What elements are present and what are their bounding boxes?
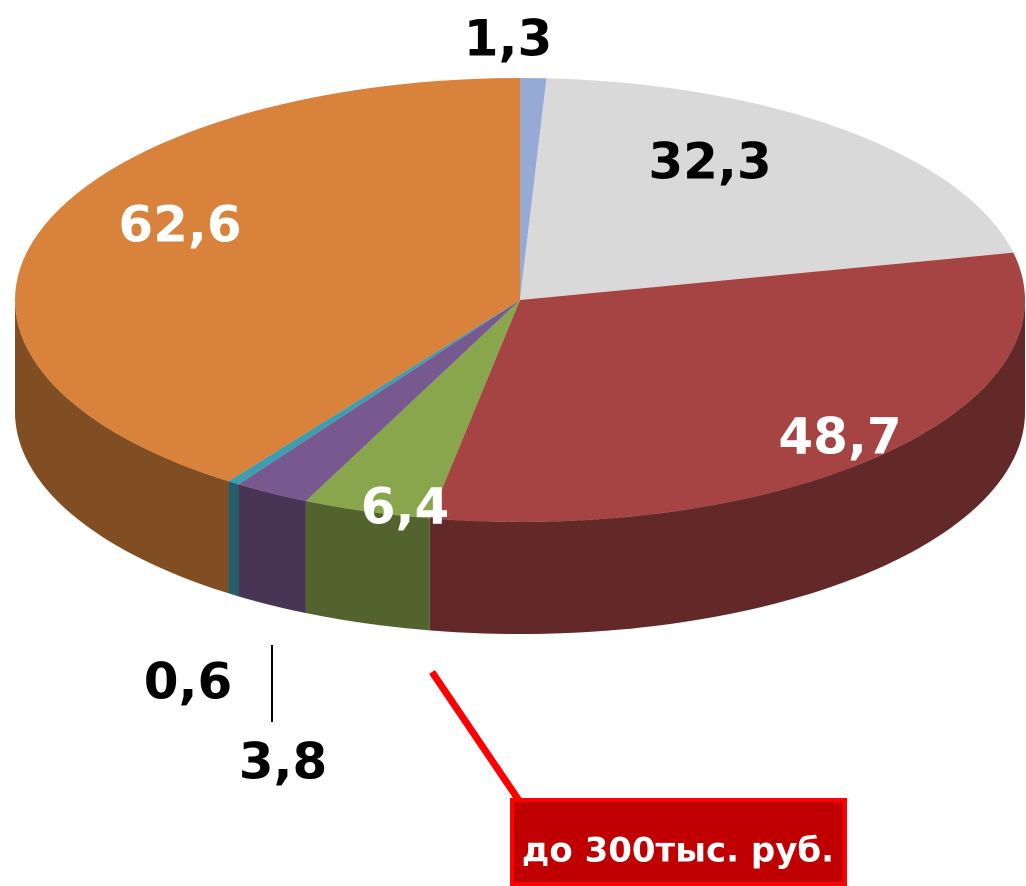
slice-side bbox=[15, 300, 229, 594]
slice bbox=[228, 300, 520, 485]
slice-side bbox=[429, 300, 1025, 634]
slice-side bbox=[238, 484, 306, 614]
slice bbox=[14, 78, 520, 482]
annotation-box bbox=[510, 798, 847, 886]
data-label: 3,8 bbox=[239, 733, 328, 791]
slice-side-shade bbox=[429, 300, 1025, 634]
slice bbox=[520, 78, 1014, 300]
data-label: 6,4 bbox=[361, 478, 450, 536]
slice-side-shade bbox=[228, 481, 239, 597]
data-label: 62,6 bbox=[118, 196, 241, 254]
annotation-line bbox=[429, 670, 523, 804]
slice bbox=[429, 252, 1025, 522]
annotation: до 300тыс. руб. bbox=[522, 831, 834, 871]
slice bbox=[305, 300, 520, 519]
slice bbox=[238, 300, 520, 502]
data-label: 0,6 bbox=[144, 653, 233, 711]
slice-side-shade bbox=[305, 501, 430, 631]
data-label: 32,3 bbox=[648, 133, 771, 191]
data-label: 1,3 bbox=[464, 10, 553, 68]
slice bbox=[520, 78, 547, 300]
data-label: 48,7 bbox=[778, 408, 901, 466]
slice-side-shade bbox=[15, 300, 229, 594]
slice-side bbox=[305, 501, 430, 631]
slice-side bbox=[228, 481, 239, 597]
slice-side-shade bbox=[238, 484, 306, 614]
